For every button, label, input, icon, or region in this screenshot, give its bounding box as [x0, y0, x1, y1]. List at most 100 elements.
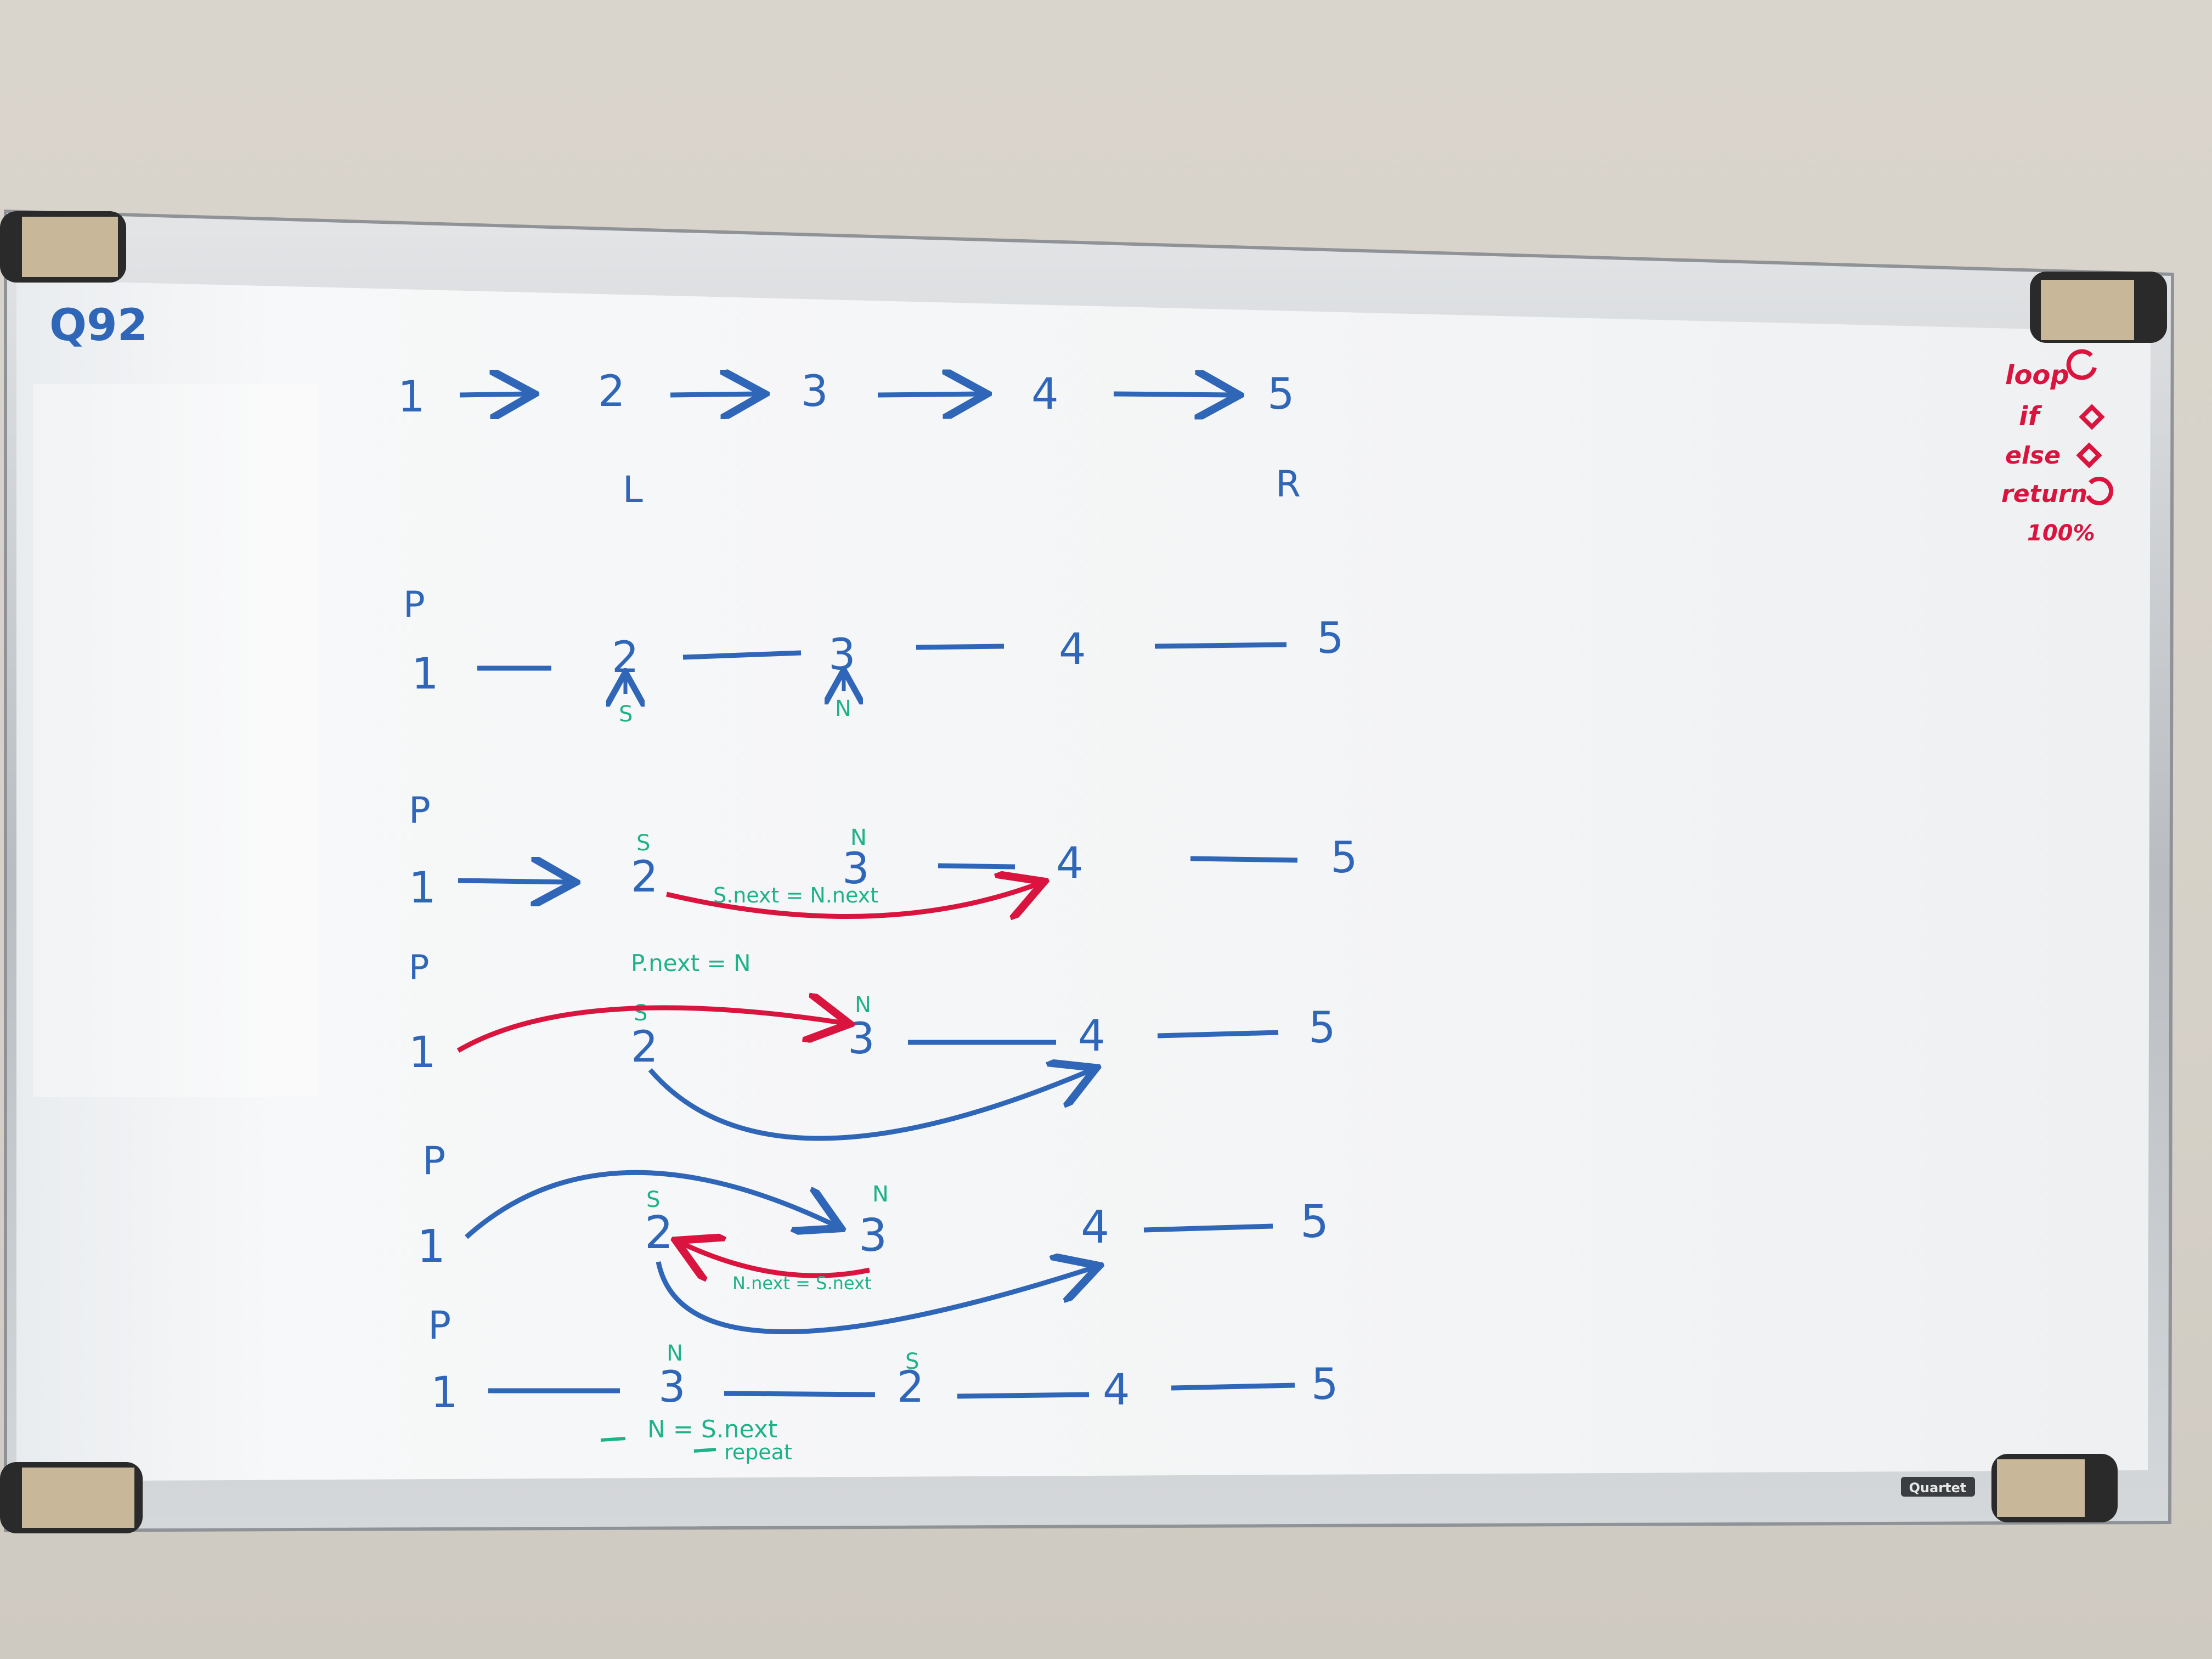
- corner-tan-bottom-right: [1997, 1459, 2085, 1517]
- row3-arrow-1: [458, 881, 571, 882]
- row2-link-3: [916, 644, 1005, 650]
- row6-link-2: [724, 1391, 876, 1397]
- row-1: 1 2 3 4 5 L R: [398, 367, 1301, 511]
- row5-red-arrow: [680, 1243, 870, 1276]
- row6-note-arrow-2: [693, 1448, 716, 1453]
- row3-node-3: 3: [842, 844, 870, 894]
- legend-else: else: [2005, 442, 2061, 470]
- row3-node-1: 1: [409, 864, 436, 913]
- row3-note: S.next = N.next: [713, 883, 878, 907]
- row5-note: N.next = S.next: [732, 1273, 872, 1294]
- return-icon: [2086, 477, 2114, 505]
- row-5: P 1 2 3 4 5 S N N.next = S.next: [417, 1138, 1329, 1335]
- row1-right-marker: R: [1276, 463, 1301, 505]
- loop-icon: [2066, 349, 2097, 380]
- row3-link-3: [938, 863, 1015, 870]
- corner-tan-bottom-left: [22, 1468, 134, 1528]
- legend: loop if else return 100%: [2001, 349, 2114, 546]
- row1-arrow-3: [877, 394, 982, 395]
- row-3: P 1 2 3 4 5 S N S.next = N.next: [409, 789, 1358, 917]
- row4-prev-label: P: [409, 947, 429, 988]
- row3-link-4: [1190, 856, 1298, 863]
- row5-node-3: 3: [859, 1210, 887, 1262]
- row6-node-3: 3: [658, 1363, 686, 1412]
- row2-node-2: 2: [612, 633, 639, 682]
- row1-node-5: 5: [1267, 370, 1295, 419]
- row4-node-1: 1: [409, 1028, 436, 1077]
- row2-n-label: N: [835, 696, 851, 721]
- legend-loop: loop: [2005, 360, 2069, 391]
- row1-arrow-2: [670, 394, 760, 395]
- legend-return: return: [2001, 480, 2087, 508]
- row-6: P 1 3 2 4 5 N S N = S.next repeat: [428, 1303, 1339, 1464]
- row4-s-label: S: [634, 1001, 647, 1026]
- row4-node-4: 4: [1078, 1012, 1105, 1061]
- row1-left-marker: L: [623, 469, 643, 511]
- row5-node-4: 4: [1081, 1201, 1109, 1254]
- row2-node-3: 3: [828, 630, 856, 680]
- row5-prev-label: P: [422, 1138, 445, 1183]
- row1-node-2: 2: [598, 367, 625, 416]
- row3-node-2: 2: [631, 853, 658, 902]
- row4-node-5: 5: [1308, 1003, 1336, 1053]
- row6-s-label: S: [905, 1349, 919, 1374]
- row2-link-2: [682, 650, 802, 660]
- row5-link-4: [1143, 1223, 1273, 1233]
- row5-node-1: 1: [417, 1221, 445, 1273]
- row2-prev-label: P: [403, 584, 425, 626]
- row6-link-4: [1171, 1383, 1295, 1391]
- row4-node-3: 3: [848, 1014, 875, 1064]
- row2-link-4: [1154, 642, 1287, 649]
- row1-arrow-4: [1113, 394, 1234, 395]
- row5-blue-bottom-curve: [656, 1262, 1094, 1335]
- row3-node-5: 5: [1330, 833, 1358, 883]
- legend-complexity: 100%: [2027, 521, 2095, 546]
- glare: [33, 384, 318, 1097]
- row3-n-label: N: [850, 825, 867, 850]
- brand-name: Quartet: [1909, 1480, 1967, 1496]
- row4-n-label: N: [855, 992, 871, 1018]
- else-diamond-icon: [2076, 442, 2102, 469]
- board-title: Q92: [49, 300, 148, 351]
- row4-red-arrow: [456, 1008, 845, 1053]
- row6-prev-label: P: [428, 1303, 451, 1348]
- row3-node-4: 4: [1056, 839, 1084, 888]
- row2-node-4: 4: [1059, 625, 1086, 674]
- row6-note-arrow-1: [600, 1437, 626, 1442]
- corner-tan-top-left: [22, 217, 118, 277]
- row2-s-label: S: [619, 702, 633, 727]
- row4-node-2: 2: [631, 1023, 658, 1072]
- row5-node-5: 5: [1300, 1196, 1329, 1248]
- row3-prev-label: P: [409, 789, 431, 832]
- row1-node-3: 3: [801, 367, 828, 416]
- row2-node-1: 1: [411, 650, 439, 699]
- legend-if: if: [2019, 401, 2042, 432]
- row-2: P 1 2 3 4 5 S N: [403, 584, 1344, 727]
- row4-link-4: [1157, 1030, 1279, 1039]
- row3-red-arrow: [665, 883, 1040, 917]
- row6-note-2: repeat: [724, 1440, 792, 1464]
- row1-node-1: 1: [398, 373, 425, 422]
- row6-link-3: [957, 1392, 1090, 1399]
- row2-node-5: 5: [1317, 614, 1344, 663]
- board-frame: [0, 209, 2175, 1533]
- row5-blue-top-arrow: [464, 1170, 837, 1239]
- row6-node-1: 1: [431, 1368, 458, 1418]
- row1-arrow-1: [459, 394, 529, 395]
- row6-node-4: 4: [1103, 1365, 1130, 1415]
- row6-note-1: N = S.next: [647, 1415, 777, 1443]
- row3-s-label: S: [636, 831, 650, 856]
- row6-n-label: N: [667, 1341, 683, 1366]
- row5-node-2: 2: [645, 1207, 673, 1259]
- row6-node-2: 2: [897, 1363, 924, 1412]
- row4-blue-curve: [648, 1070, 1092, 1141]
- if-diamond-icon: [2079, 404, 2105, 430]
- row5-n-label: N: [872, 1182, 889, 1207]
- brand-badge: [1901, 1477, 1975, 1497]
- corner-tan-top-right: [2041, 280, 2134, 340]
- row-4: P 1 2 3 4 5 S N P.next = N: [409, 947, 1336, 1141]
- row5-s-label: S: [646, 1187, 660, 1212]
- row6-node-5: 5: [1311, 1360, 1339, 1409]
- row1-node-4: 4: [1031, 370, 1059, 419]
